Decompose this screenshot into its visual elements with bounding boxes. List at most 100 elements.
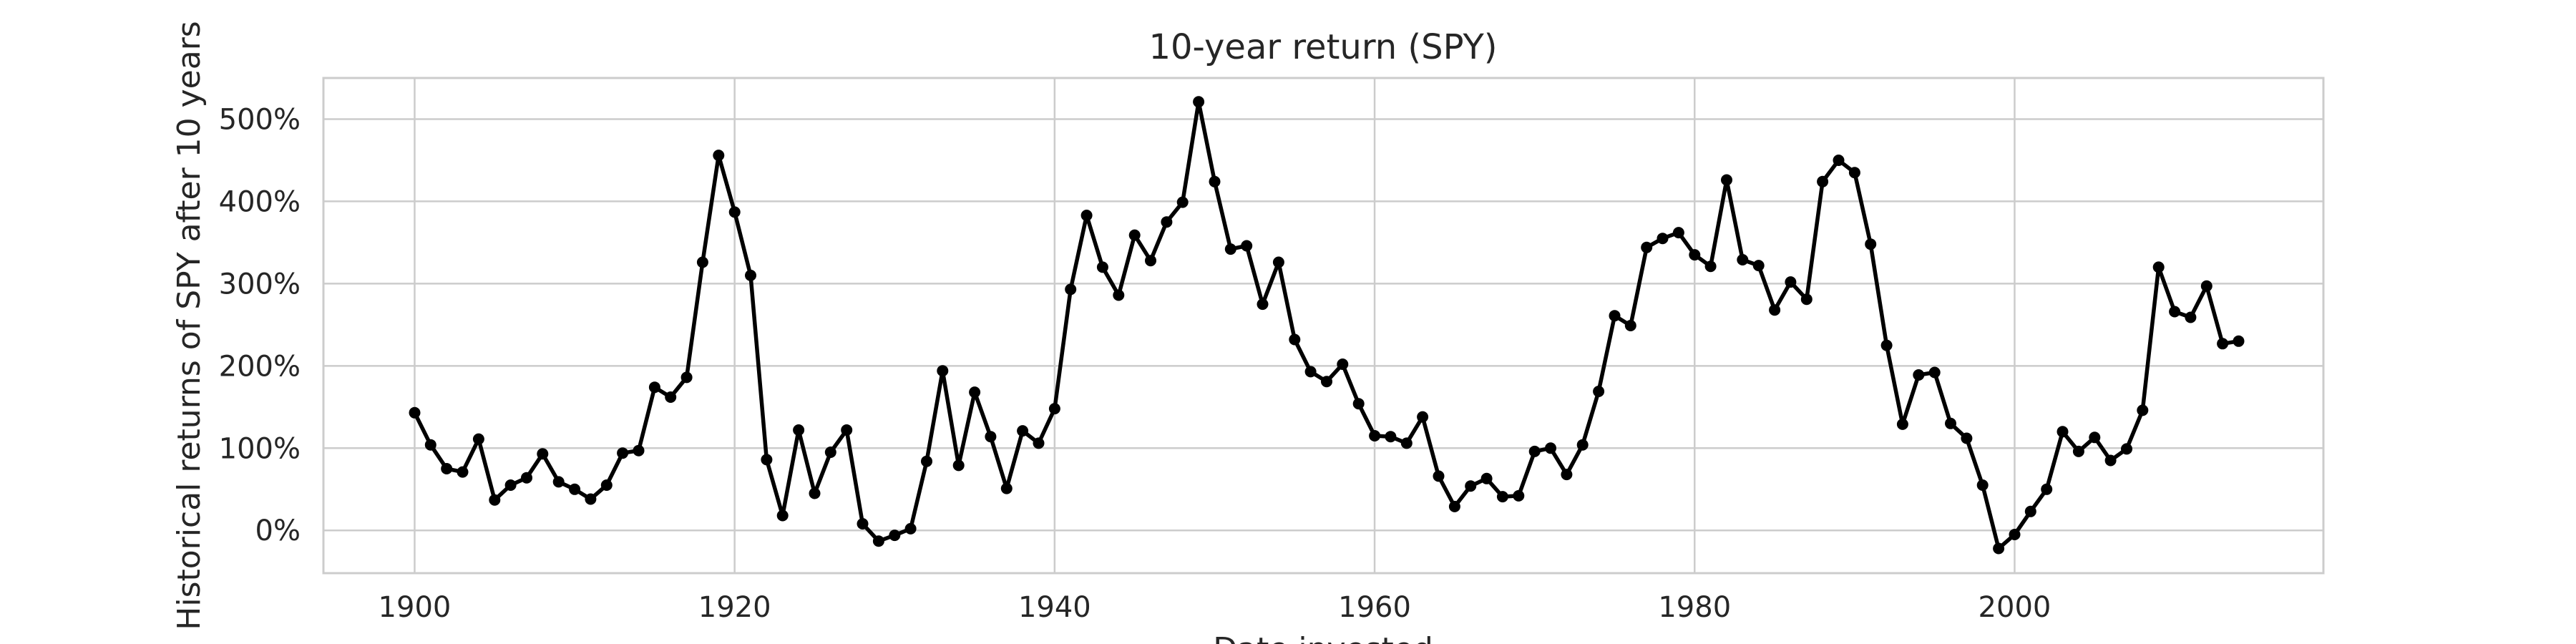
data-point (889, 530, 901, 542)
data-point (680, 371, 693, 384)
data-point (904, 522, 917, 535)
data-point (1096, 261, 1108, 273)
data-point (1641, 241, 1653, 253)
x-tick-label: 1960 (1338, 591, 1411, 624)
data-point (857, 518, 869, 530)
data-point (1528, 445, 1541, 457)
data-point (1561, 469, 1573, 481)
data-point (1704, 260, 1717, 273)
data-point (809, 487, 821, 499)
y-tick-label: 0% (255, 514, 301, 547)
y-tick-label: 200% (219, 350, 301, 383)
data-point (585, 493, 597, 505)
data-point (2024, 505, 2036, 517)
data-point (921, 455, 932, 467)
data-point (937, 365, 949, 377)
data-point (504, 479, 517, 491)
data-point (1241, 240, 1253, 252)
data-point (2041, 483, 2053, 495)
data-point (441, 463, 453, 474)
data-point (489, 494, 501, 506)
data-point (633, 444, 645, 457)
data-point (1609, 310, 1621, 322)
data-point (776, 509, 789, 522)
data-point (600, 479, 613, 491)
data-point (409, 406, 421, 419)
data-point (552, 476, 565, 488)
y-tick-label: 500% (219, 103, 301, 136)
data-point (1448, 500, 1460, 512)
x-tick-label: 1900 (379, 591, 452, 624)
data-point (617, 447, 629, 459)
data-point (1017, 425, 1029, 437)
data-point (1065, 283, 1077, 296)
data-point (1337, 358, 1349, 370)
y-axis-title: Historical returns of SPY after 10 years (171, 21, 208, 630)
data-point (472, 433, 484, 445)
data-point (728, 206, 741, 218)
chart-title: 10-year return (SPY) (1148, 27, 1497, 67)
data-point (1113, 289, 1125, 301)
data-point (1769, 304, 1781, 316)
data-point (1176, 196, 1189, 208)
data-point (1400, 437, 1413, 449)
data-point (1576, 439, 1589, 451)
data-point (1896, 418, 1908, 430)
data-point (1976, 479, 1989, 491)
data-point (1161, 216, 1173, 228)
data-point (2169, 306, 2181, 318)
grid (323, 78, 2323, 573)
x-tick-label: 1920 (698, 591, 771, 624)
data-point (969, 386, 981, 399)
data-point (521, 472, 532, 484)
data-point (1593, 386, 1605, 397)
data-point (1465, 480, 1477, 492)
x-axis-title: Date invested (1213, 631, 1433, 644)
data-point (2185, 311, 2197, 323)
data-point (648, 381, 660, 394)
y-tick-label: 400% (219, 185, 301, 218)
data-point (2137, 404, 2149, 416)
data-point (1689, 249, 1701, 261)
x-tick-label: 1980 (1658, 591, 1731, 624)
data-point (1385, 431, 1397, 443)
data-point (1928, 366, 1941, 379)
data-point (1880, 339, 1893, 351)
data-point (2009, 529, 2021, 540)
y-tick-label: 100% (219, 432, 301, 465)
data-point (1480, 472, 1493, 484)
data-point (1496, 491, 1508, 503)
data-point (841, 424, 853, 436)
data-point (457, 466, 469, 478)
data-point (713, 150, 725, 162)
data-point (1304, 366, 1317, 378)
data-point (1128, 229, 1141, 241)
data-point (1865, 238, 1877, 250)
data-point (2217, 338, 2229, 350)
data-point (745, 269, 756, 281)
data-point (1289, 333, 1301, 346)
data-point (1033, 437, 1045, 449)
data-point (1993, 542, 2005, 555)
data-point (824, 447, 836, 458)
data-point (2104, 454, 2117, 467)
data-point (1752, 260, 1765, 272)
data-point (1513, 489, 1525, 502)
data-point (2089, 431, 2101, 444)
data-point (2200, 280, 2212, 292)
data-point (696, 256, 708, 268)
data-point (1369, 430, 1381, 441)
data-point (1048, 403, 1060, 415)
data-point (1145, 255, 1156, 267)
data-point (1321, 376, 1332, 388)
data-point (952, 459, 965, 472)
data-point (2121, 443, 2132, 455)
data-point (1433, 470, 1445, 482)
data-point (2072, 445, 2084, 457)
data-point (793, 424, 805, 436)
data-point (1545, 442, 1556, 454)
data-point (1800, 293, 1813, 306)
data-point (1785, 276, 1797, 288)
